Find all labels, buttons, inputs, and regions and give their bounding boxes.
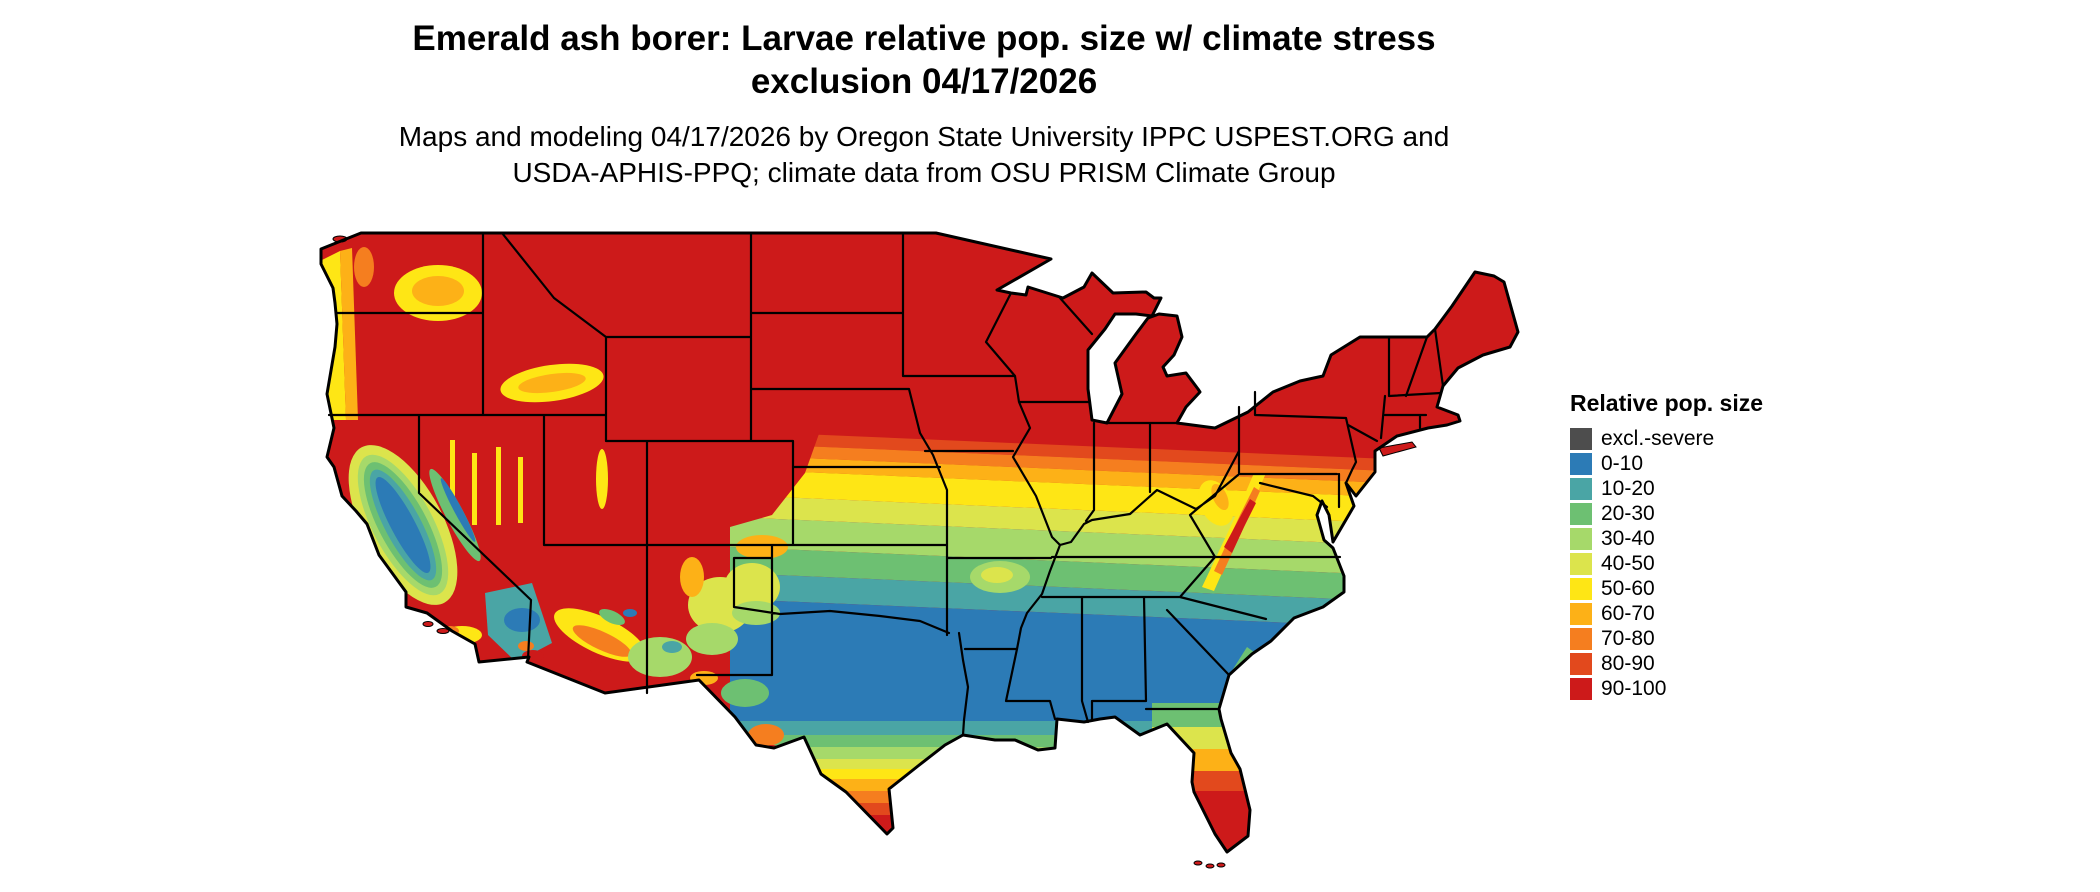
legend-swatch-excl-severe [1570,427,1592,450]
map-title-line2: exclusion 04/17/2026 [750,61,1098,101]
legend-swatch-90-100 [1570,677,1592,700]
legend-swatch-80-90 [1570,652,1592,675]
legend-label: 60-70 [1601,601,1655,625]
legend-label: 70-80 [1601,626,1655,650]
legend-item: 40-50 [1570,551,1763,576]
us-map [300,215,1530,875]
legend-swatch-30-40 [1570,527,1592,550]
map-header: Emerald ash borer: Larvae relative pop. … [0,18,1848,191]
legend-label: 90-100 [1601,676,1667,700]
legend-item: 70-80 [1570,626,1763,651]
gulf-coast-bands [715,721,1260,852]
legend-swatch-50-60 [1570,577,1592,600]
great-basin-patches [450,440,608,525]
us-outline [319,231,1520,854]
legend-label: 80-90 [1601,651,1655,675]
map-title: Emerald ash borer: Larvae relative pop. … [0,18,1848,103]
legend-label: 50-60 [1601,576,1655,600]
ozark-patch [970,561,1030,593]
legend-item: 90-100 [1570,676,1763,701]
legend-label: 0-10 [1601,451,1644,475]
map-title-line1: Emerald ash borer: Larvae relative pop. … [412,19,1436,58]
legend-swatch-0-10 [1570,452,1592,475]
legend-item: 30-40 [1570,526,1763,551]
legend-item: 20-30 [1570,501,1763,526]
legend-item: 0-10 [1570,451,1763,476]
map-subtitle-line1: Maps and modeling 04/17/2026 by Oregon S… [398,121,1450,153]
legend-swatch-10-20 [1570,477,1592,500]
us-map-svg [319,231,1520,869]
legend-label: 20-30 [1601,501,1655,525]
legend-swatch-70-80 [1570,627,1592,650]
legend-label: 10-20 [1601,476,1655,500]
legend-title: Relative pop. size [1570,390,1764,416]
high-plains-patches [690,431,820,757]
legend-swatch-40-50 [1570,552,1592,575]
offshore-islands [332,235,1417,869]
map-subtitle: Maps and modeling 04/17/2026 by Oregon S… [0,119,1848,191]
legend-item: 50-60 [1570,576,1763,601]
desert-southwest-patches [485,557,752,677]
legend-label: excl.-severe [1601,426,1715,450]
legend-item: 80-90 [1570,651,1763,676]
legend: Relative pop. size excl.-severe 0-10 10-… [1570,390,1763,701]
legend-swatch-20-30 [1570,502,1592,525]
appalachian-patches [1198,473,1266,591]
legend-label: 30-40 [1601,526,1655,550]
legend-item: 60-70 [1570,601,1763,626]
legend-label: 40-50 [1601,551,1655,575]
legend-swatch-60-70 [1570,602,1592,625]
map-subtitle-line2: USDA-APHIS-PPQ; climate data from OSU PR… [512,157,1336,189]
legend-item: 10-20 [1570,476,1763,501]
map-latitude-bands [730,431,1518,755]
state-boundaries [327,231,1445,737]
legend-item: excl.-severe [1570,426,1763,451]
